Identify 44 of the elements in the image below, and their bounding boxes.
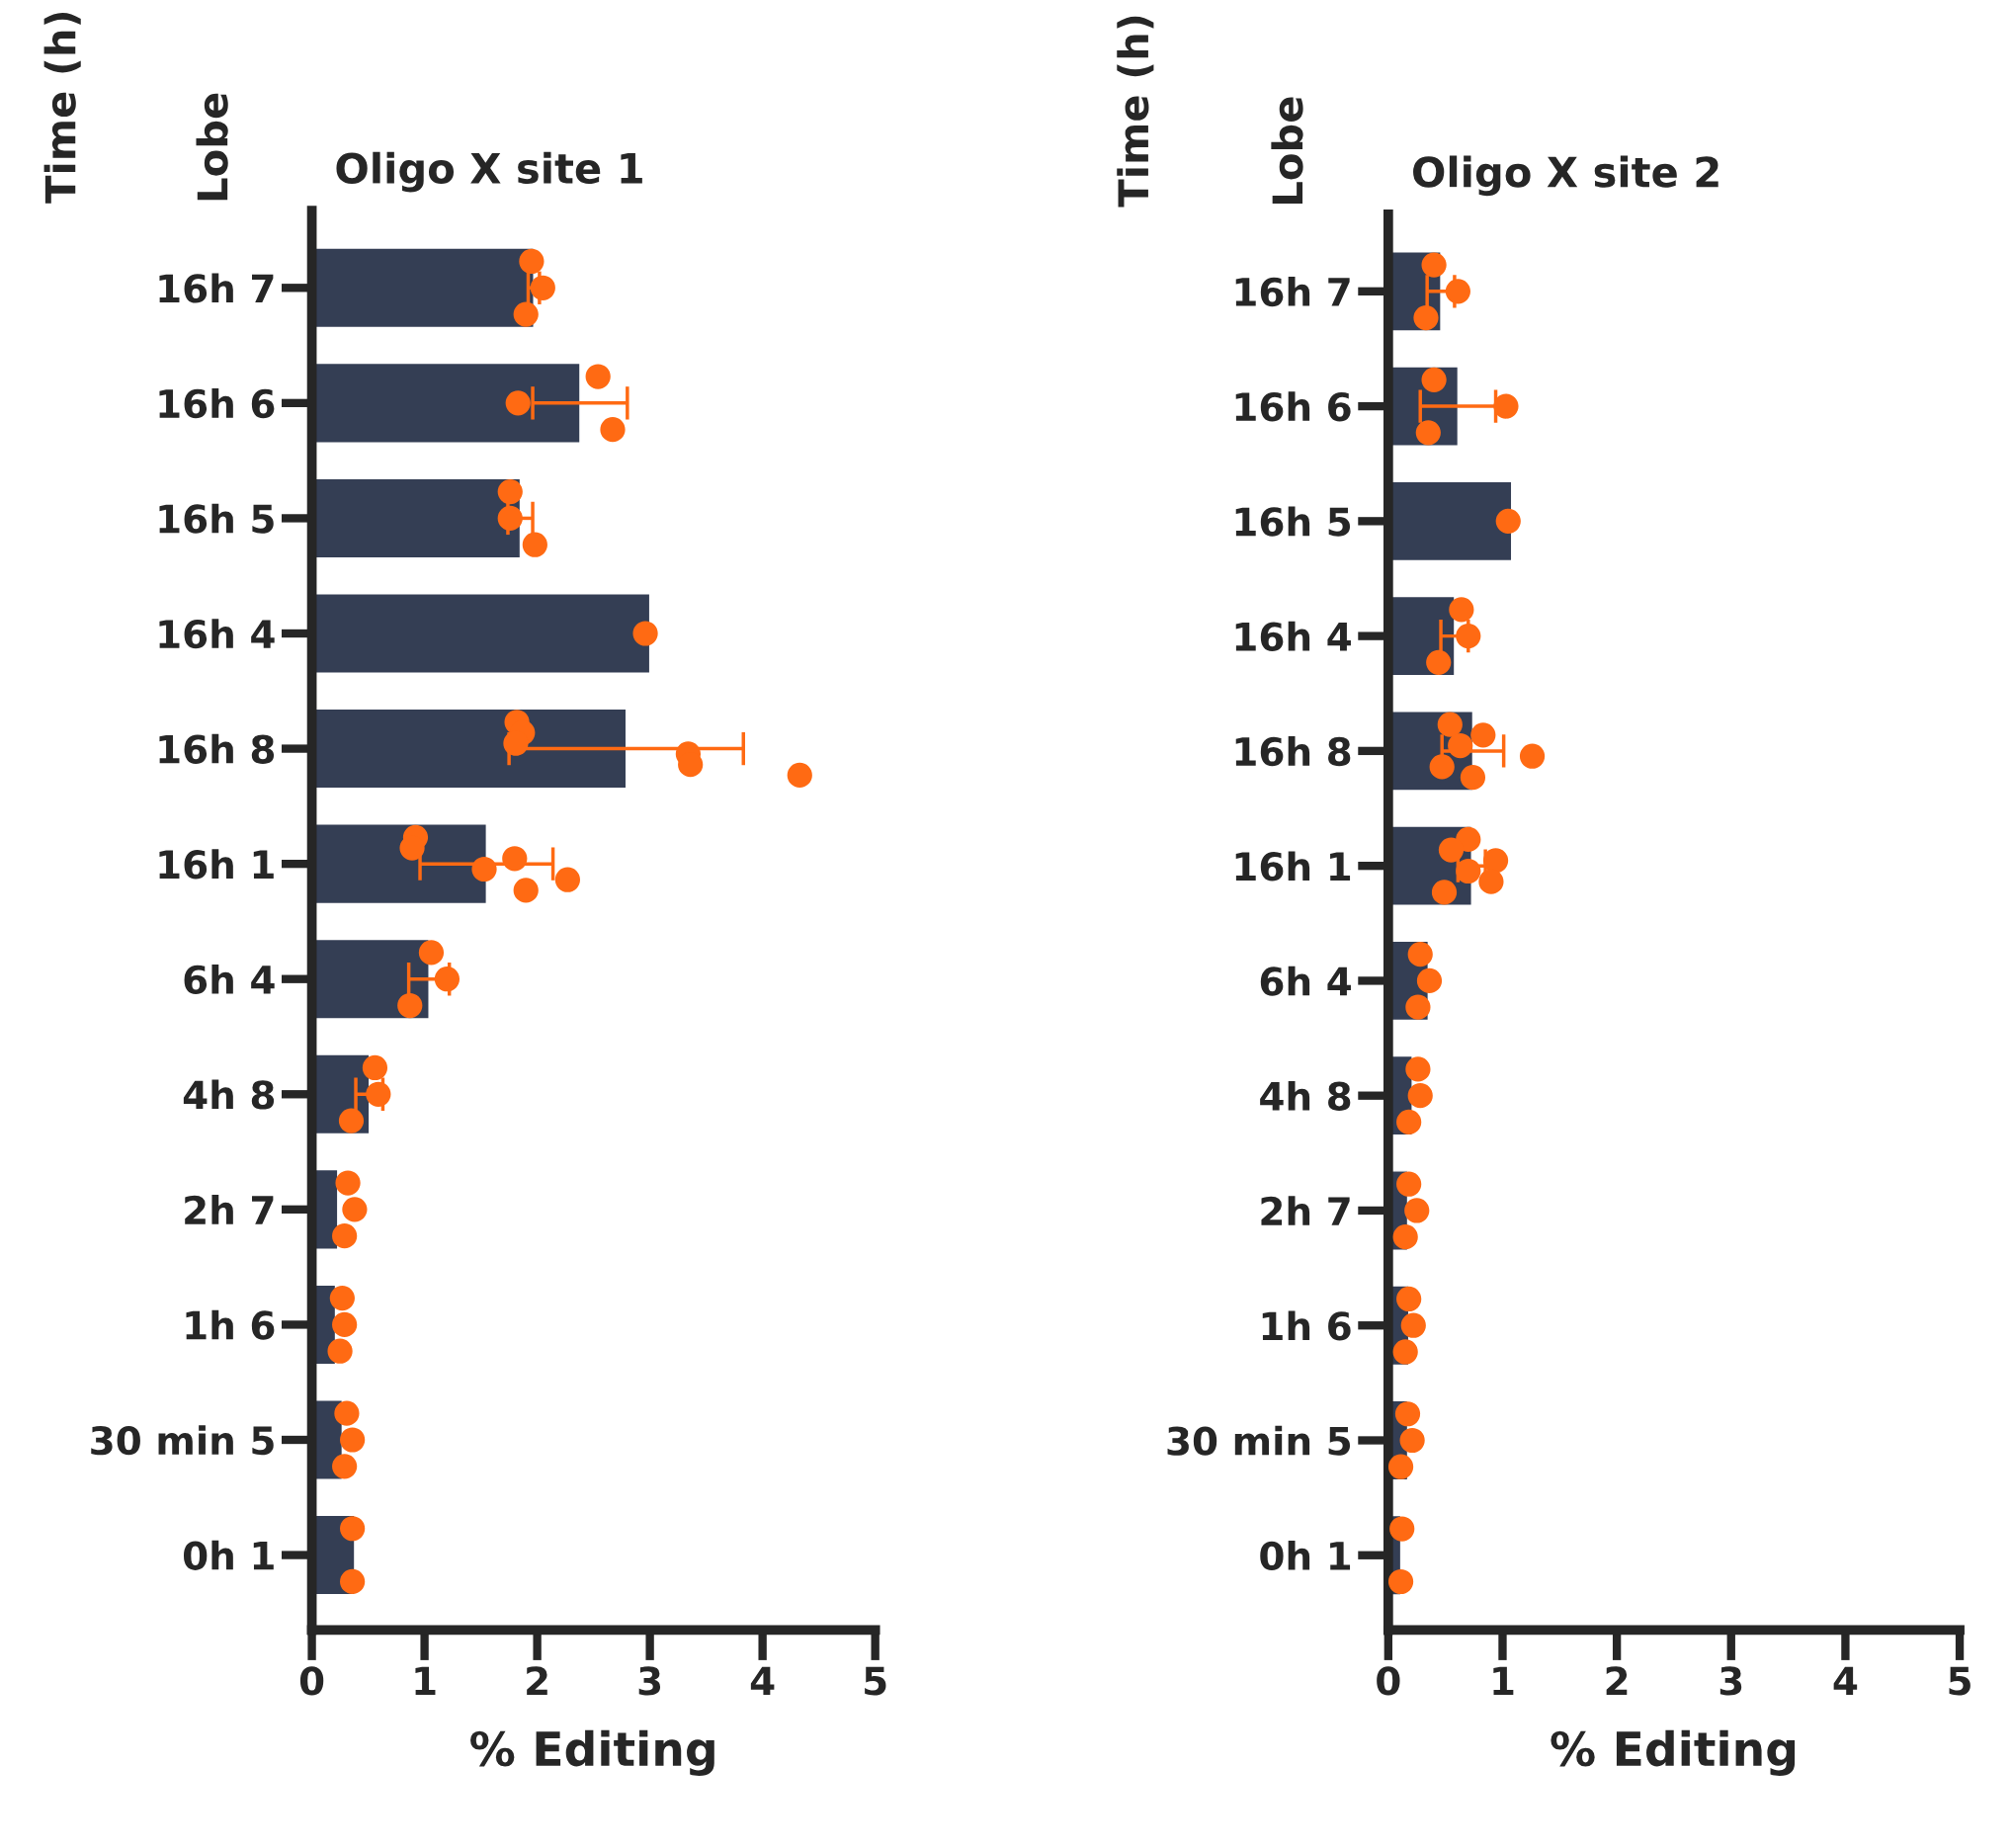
- x-tick-label: 1: [1493, 1666, 1514, 1695]
- y-tick-label: 16h 5: [1235, 506, 1351, 537]
- x-axis-title: % Editing: [1551, 1729, 1796, 1776]
- y-tick-label: 16h 1: [159, 849, 274, 880]
- y-tick-label: 16h 6: [159, 388, 275, 419]
- x-tick-label: 0: [1377, 1666, 1400, 1696]
- y-tick-label: 16h 7: [159, 273, 274, 303]
- y-tick-label: 16h 4: [1235, 621, 1351, 651]
- y-tick-label: 6h 4: [1260, 966, 1351, 996]
- y-tick-label: 2h 7: [1261, 1196, 1350, 1225]
- x-tick-label: 3: [638, 1666, 661, 1696]
- y-tick-label: 1h 6: [186, 1309, 275, 1340]
- text: Lobe: [1271, 97, 1303, 204]
- x-tick-label: 2: [527, 1666, 547, 1695]
- y-tick-label: 1h 6: [1262, 1310, 1351, 1341]
- y-tick-label: 0h 1: [183, 1540, 274, 1570]
- y-tick-label: 16h 4: [159, 619, 275, 649]
- text: Lobe: [196, 93, 228, 201]
- y-tick-label: 16h 7: [1235, 277, 1350, 307]
- y-tick-label: 2h 7: [185, 1195, 274, 1224]
- x-tick-label: 4: [1833, 1666, 1858, 1695]
- y-tick-label: 16h 1: [1235, 851, 1351, 882]
- y-tick-label: 30 min 5: [1167, 1425, 1351, 1456]
- y-tick-label: 4h 8: [183, 1079, 275, 1110]
- x-axis-title: % Editing: [470, 1729, 714, 1776]
- y-tick-label: 30 min 5: [91, 1425, 274, 1456]
- y-tick-label: 4h 8: [1260, 1080, 1351, 1112]
- x-tick-label: 4: [750, 1666, 775, 1695]
- x-tick-label: 0: [299, 1666, 324, 1696]
- y-tick-label: 0h 1: [1260, 1540, 1351, 1571]
- text: Time (h): [1117, 16, 1154, 208]
- x-tick-label: 5: [865, 1666, 886, 1696]
- text: Time (h): [43, 12, 81, 204]
- y-tick-label: 16h 8: [159, 733, 275, 764]
- x-tick-label: 1: [415, 1666, 436, 1695]
- x-tick-label: 5: [1949, 1666, 1970, 1696]
- chart-title: Oligo X site 1: [336, 151, 642, 193]
- x-tick-label: 2: [1606, 1666, 1628, 1695]
- y-tick-label: 16h 8: [1235, 736, 1351, 767]
- y-tick-label: 6h 4: [184, 964, 275, 995]
- chart-title: Oligo X site 2: [1413, 155, 1719, 197]
- y-tick-label: 16h 5: [159, 503, 274, 534]
- y-tick-label: 16h 6: [1235, 391, 1351, 422]
- x-tick-label: 3: [1719, 1666, 1742, 1696]
